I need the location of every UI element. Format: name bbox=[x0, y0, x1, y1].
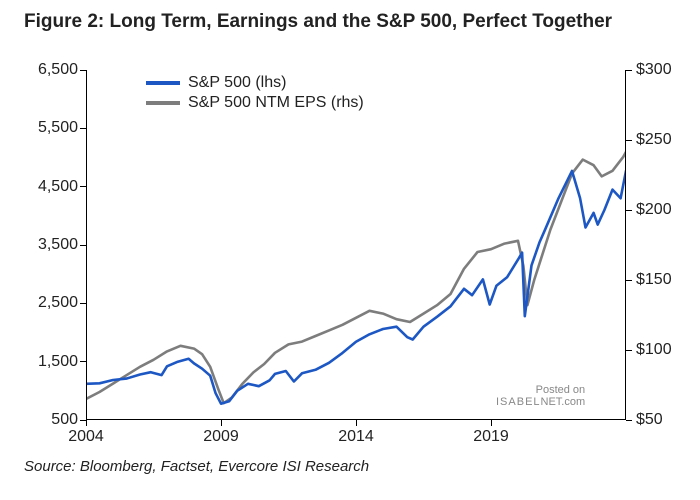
watermark: Posted on ISABELNET.com bbox=[496, 384, 585, 408]
x-tick-label: 2004 bbox=[68, 428, 104, 446]
tick-mark bbox=[626, 350, 632, 351]
legend-item: S&P 500 NTM EPS (rhs) bbox=[146, 94, 364, 112]
legend-item: S&P 500 (lhs) bbox=[146, 74, 364, 92]
chart-plot-area bbox=[86, 70, 626, 420]
legend: S&P 500 (lhs) S&P 500 NTM EPS (rhs) bbox=[146, 74, 364, 114]
y-right-tick-label: $300 bbox=[636, 61, 672, 79]
tick-mark bbox=[356, 420, 357, 426]
tick-mark bbox=[80, 245, 86, 246]
y-right-tick-label: $150 bbox=[636, 271, 672, 289]
tick-mark bbox=[221, 420, 222, 426]
y-left-tick-label: 6,500 bbox=[18, 61, 78, 79]
y-right-tick-label: $50 bbox=[636, 411, 663, 429]
legend-label: S&P 500 NTM EPS (rhs) bbox=[188, 94, 364, 112]
y-left-tick-label: 5,500 bbox=[18, 119, 78, 137]
y-left-tick-label: 2,500 bbox=[18, 294, 78, 312]
axis-line bbox=[86, 70, 87, 420]
x-tick-label: 2009 bbox=[203, 428, 239, 446]
legend-label: S&P 500 (lhs) bbox=[188, 74, 286, 92]
y-right-tick-label: $250 bbox=[636, 131, 672, 149]
y-left-tick-label: 4,500 bbox=[18, 178, 78, 196]
y-left-tick-label: 1,500 bbox=[18, 353, 78, 371]
axis-line bbox=[625, 70, 626, 420]
figure-container: Figure 2: Long Term, Earnings and the S&… bbox=[0, 0, 700, 500]
tick-mark bbox=[80, 186, 86, 187]
tick-mark bbox=[80, 303, 86, 304]
y-left-tick-label: 3,500 bbox=[18, 236, 78, 254]
chart-svg bbox=[86, 70, 626, 420]
x-tick-label: 2019 bbox=[473, 428, 509, 446]
tick-mark bbox=[626, 210, 632, 211]
legend-swatch bbox=[146, 101, 180, 105]
y-right-tick-label: $200 bbox=[636, 201, 672, 219]
y-right-tick-label: $100 bbox=[636, 341, 672, 359]
tick-mark bbox=[80, 70, 86, 71]
watermark-suffix: NET.com bbox=[541, 396, 586, 408]
tick-mark bbox=[626, 420, 632, 421]
watermark-brand: ISABEL bbox=[496, 396, 541, 408]
y-left-tick-label: 500 bbox=[18, 411, 78, 429]
figure-title: Figure 2: Long Term, Earnings and the S&… bbox=[24, 10, 676, 34]
tick-mark bbox=[80, 128, 86, 129]
tick-mark bbox=[626, 280, 632, 281]
watermark-line1: Posted on bbox=[496, 384, 585, 396]
source-line: Source: Bloomberg, Factset, Evercore ISI… bbox=[24, 458, 369, 475]
watermark-line2: ISABELNET.com bbox=[496, 396, 585, 408]
tick-mark bbox=[491, 420, 492, 426]
tick-mark bbox=[626, 140, 632, 141]
tick-mark bbox=[626, 70, 632, 71]
tick-mark bbox=[80, 361, 86, 362]
x-tick-label: 2014 bbox=[338, 428, 374, 446]
tick-mark bbox=[86, 420, 87, 426]
legend-swatch bbox=[146, 81, 180, 85]
series-ntm_eps bbox=[86, 101, 626, 403]
